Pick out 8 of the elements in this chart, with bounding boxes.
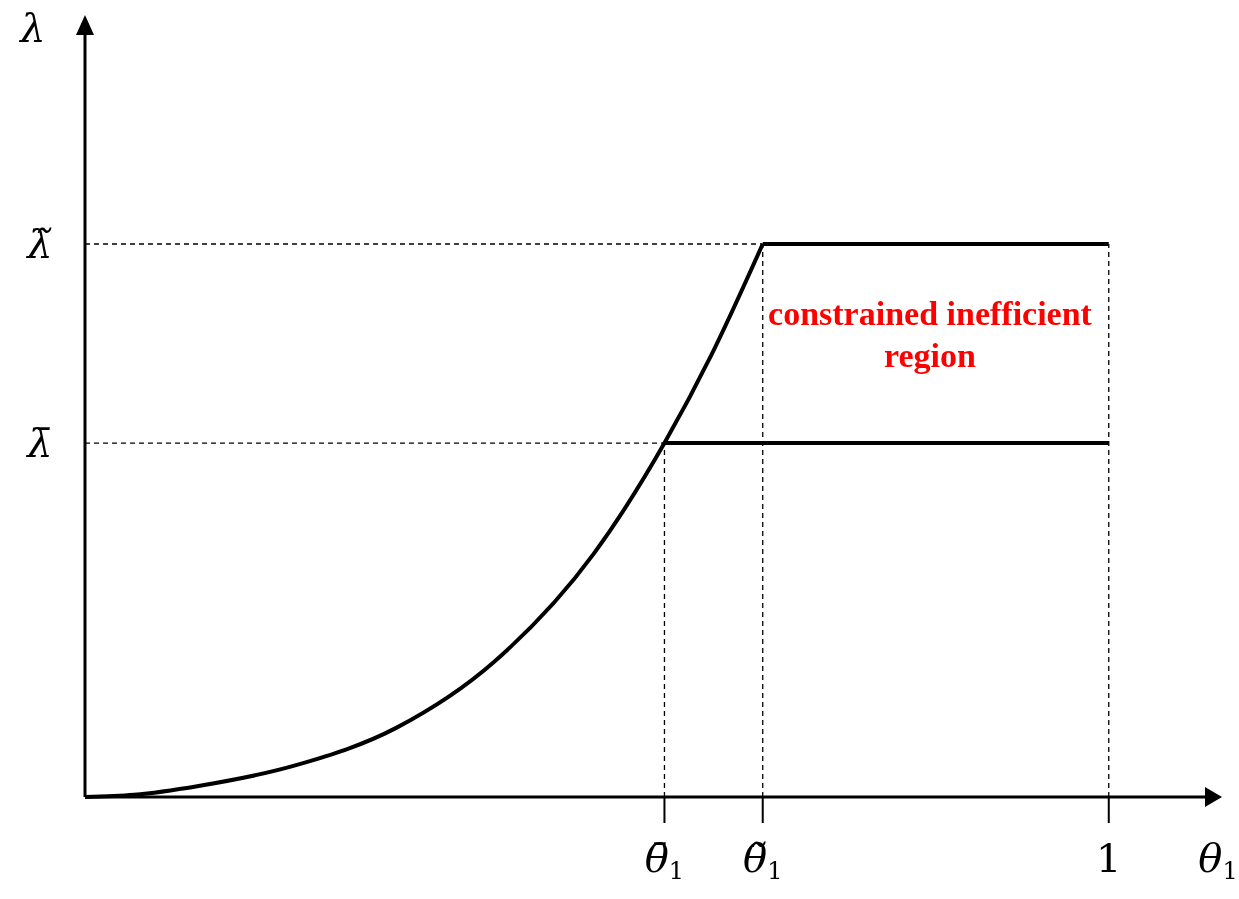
ref-line-label: λ̃ bbox=[25, 221, 53, 267]
x-tick-label: θ̃$_{1}$ bbox=[743, 835, 783, 886]
annotation: constrained inefficient region bbox=[768, 295, 1093, 374]
y-axis-title: λ bbox=[18, 5, 46, 51]
x-tick-label: θ̄$_{1}$ bbox=[644, 835, 685, 886]
ref-line-label: λ̄ bbox=[25, 420, 53, 467]
x-tick-label: 1 bbox=[1096, 835, 1122, 881]
x-axis-title: θ$_{1}$ bbox=[1198, 835, 1238, 886]
